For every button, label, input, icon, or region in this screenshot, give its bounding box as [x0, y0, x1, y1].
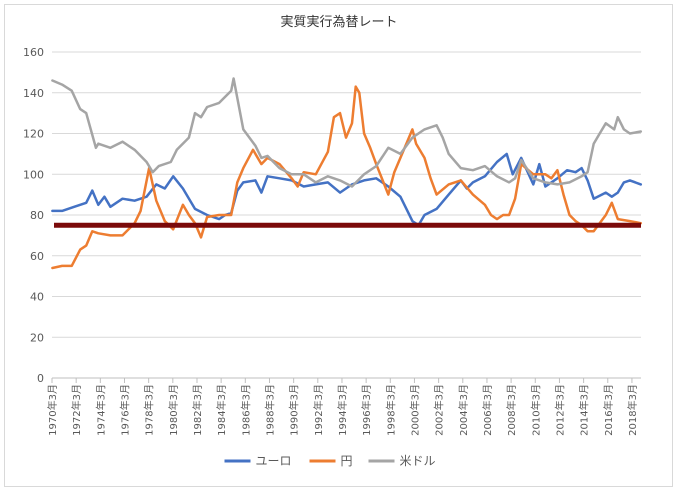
x-tick-label: 1976年3月 — [118, 384, 131, 436]
x-tick-label: 2010年3月 — [529, 384, 542, 436]
x-axis: 1970年3月 1972年3月 1974年3月 1976年3月 1978年3月 1980年… — [46, 378, 639, 436]
y-tick-label: 160 — [23, 46, 44, 59]
y-tick-label: 100 — [23, 168, 44, 181]
y-tick-label: 0 — [37, 372, 44, 385]
x-tick-label: 1984年3月 — [215, 384, 228, 436]
series-line — [51, 152, 643, 227]
series-lines — [51, 77, 643, 270]
x-tick-label: 2012年3月 — [553, 384, 566, 436]
x-tick-label: 1970年3月 — [46, 384, 59, 436]
y-tick-label: 120 — [23, 128, 44, 141]
legend-label: ユーロ — [256, 454, 292, 468]
x-tick-label: 2006年3月 — [481, 384, 494, 436]
x-tick-label: 1986年3月 — [239, 384, 252, 436]
y-tick-label: 80 — [30, 209, 44, 222]
gridlines — [52, 51, 641, 379]
x-tick-label: 1980年3月 — [167, 384, 180, 436]
legend-label: 円 — [341, 454, 353, 468]
x-tick-label: 2008年3月 — [505, 384, 518, 436]
y-tick-label: 140 — [23, 87, 44, 100]
y-tick-label: 60 — [30, 250, 44, 263]
chart-title: 実質実行為替レート — [280, 14, 397, 30]
legend: ユーロ 円 米ドル — [224, 454, 436, 468]
series-line — [51, 85, 643, 270]
x-tick-label: 1988年3月 — [263, 384, 276, 436]
legend-label: 米ドル — [400, 454, 436, 468]
x-tick-label: 2014年3月 — [578, 384, 591, 436]
x-tick-label: 1972年3月 — [70, 384, 83, 436]
chart-frame — [4, 4, 673, 487]
x-tick-label: 1978年3月 — [143, 384, 156, 436]
x-tick-label: 2018年3月 — [626, 384, 639, 436]
x-tick-label: 1994年3月 — [336, 384, 349, 436]
x-tick-label: 2016年3月 — [602, 384, 615, 436]
x-tick-label: 2004年3月 — [457, 384, 470, 436]
series-line — [51, 77, 643, 188]
y-tick-label: 40 — [30, 291, 44, 304]
y-axis: 0 20 40 60 80 100 120 140 160 — [23, 46, 44, 385]
x-tick-label: 1990年3月 — [288, 384, 301, 436]
x-tick-label: 1974年3月 — [94, 384, 107, 436]
x-tick-label: 1992年3月 — [312, 384, 325, 436]
x-tick-label: 1996年3月 — [360, 384, 373, 436]
y-tick-label: 20 — [30, 331, 44, 344]
x-tick-label: 1982年3月 — [191, 384, 204, 436]
x-tick-label: 1998年3月 — [384, 384, 397, 436]
x-tick-label: 2000年3月 — [408, 384, 421, 436]
x-tick-label: 2002年3月 — [433, 384, 446, 436]
